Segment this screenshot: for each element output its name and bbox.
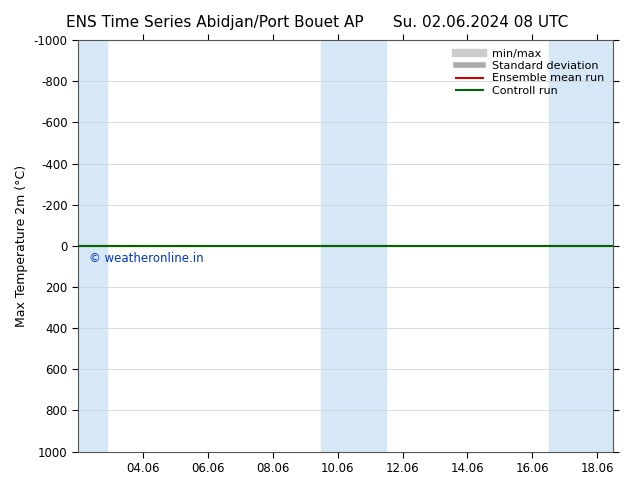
Bar [78, 40, 107, 452]
Text: ENS Time Series Abidjan/Port Bouet AP      Su. 02.06.2024 08 UTC: ENS Time Series Abidjan/Port Bouet AP Su… [66, 15, 568, 30]
Y-axis label: Max Temperature 2m (°C): Max Temperature 2m (°C) [15, 165, 28, 327]
Bar [548, 40, 614, 452]
Bar [321, 40, 386, 452]
Legend: min/max, Standard deviation, Ensemble mean run, Controll run: min/max, Standard deviation, Ensemble me… [452, 46, 608, 99]
Text: © weatheronline.in: © weatheronline.in [89, 252, 204, 265]
